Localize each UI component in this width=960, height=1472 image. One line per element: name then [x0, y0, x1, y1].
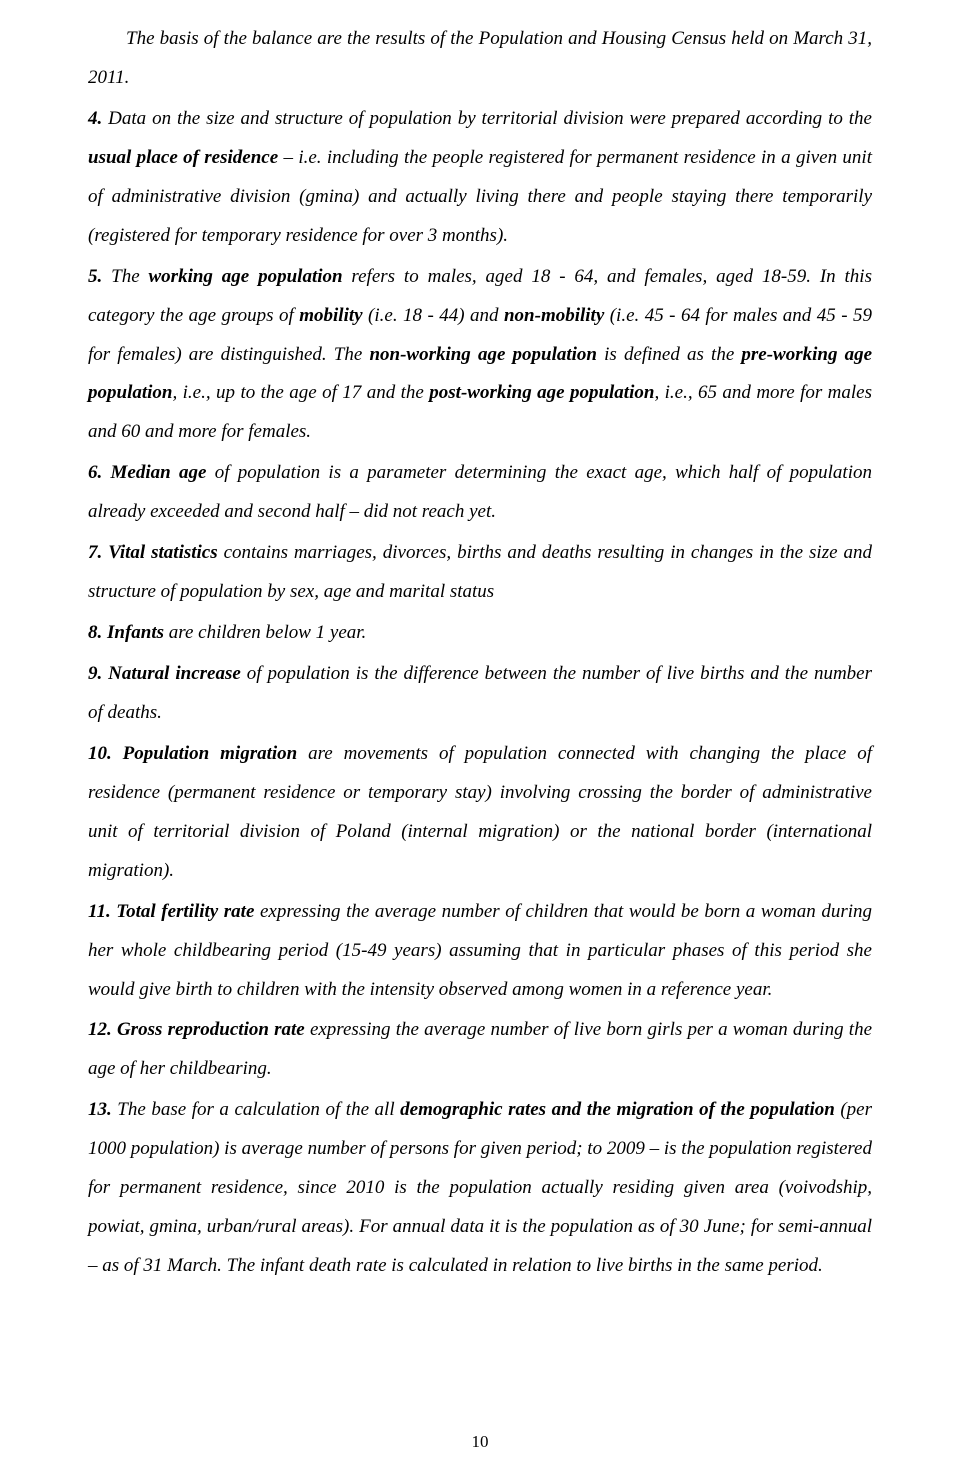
term-demographic-rates: demographic rates and the migration of t… — [400, 1099, 835, 1120]
item-6: 6. Median age of population is a paramet… — [88, 454, 872, 532]
item-number: 9. — [88, 663, 102, 684]
item-text: The base for a calculation of the all — [112, 1099, 400, 1120]
term-working-age-population: working age population — [149, 266, 343, 287]
term-usual-place-of-residence: usual place of residence — [88, 147, 278, 168]
item-9: 9. Natural increase of population is the… — [88, 655, 872, 733]
item-number: 8. — [88, 622, 102, 643]
item-13: 13. The base for a calculation of the al… — [88, 1091, 872, 1286]
item-12: 12. Gross reproduction rate expressing t… — [88, 1011, 872, 1089]
item-number: 11. — [88, 901, 111, 922]
item-number: 5. — [88, 266, 102, 287]
item-text: is defined as the — [597, 344, 741, 365]
term-population-migration: Population migration — [112, 743, 297, 764]
term-total-fertility-rate: Total fertility rate — [111, 901, 255, 922]
item-text: (per 1000 population) is average number … — [88, 1099, 872, 1276]
item-number: 10. — [88, 743, 112, 764]
term-non-mobility: non-mobility — [504, 305, 604, 326]
item-text: The — [102, 266, 148, 287]
item-8: 8. Infants are children below 1 year. — [88, 614, 872, 653]
item-text: , i.e., up to the age of 17 and the — [172, 382, 429, 403]
item-text: of population is a parameter determining… — [88, 462, 872, 522]
term-natural-increase: Natural increase — [102, 663, 241, 684]
page-number: 10 — [0, 1432, 960, 1452]
term-post-working-age-population: post-working age population — [429, 382, 654, 403]
item-7: 7. Vital statistics contains marriages, … — [88, 534, 872, 612]
term-vital-statistics: Vital statistics — [102, 542, 217, 563]
item-10: 10. Population migration are movements o… — [88, 735, 872, 891]
document-page: The basis of the balance are the results… — [0, 0, 960, 1472]
item-number: 12. — [88, 1019, 112, 1040]
item-number: 7. — [88, 542, 102, 563]
item-text: are children below 1 year. — [164, 622, 366, 643]
item-number: 13. — [88, 1099, 112, 1120]
item-number: 6. — [88, 462, 102, 483]
term-non-working-age-population: non-working age population — [369, 344, 597, 365]
term-infants: Infants — [102, 622, 164, 643]
term-gross-reproduction-rate: Gross reproduction rate — [112, 1019, 305, 1040]
term-mobility: mobility — [299, 305, 362, 326]
item-5: 5. The working age population refers to … — [88, 258, 872, 453]
intro-paragraph: The basis of the balance are the results… — [88, 20, 872, 98]
item-11: 11. Total fertility rate expressing the … — [88, 893, 872, 1010]
item-number: 4. — [88, 108, 102, 129]
term-median-age: Median age — [102, 462, 206, 483]
item-4: 4. Data on the size and structure of pop… — [88, 100, 872, 256]
item-text: (i.e. 18 - 44) and — [363, 305, 504, 326]
item-text: Data on the size and structure of popula… — [102, 108, 872, 129]
